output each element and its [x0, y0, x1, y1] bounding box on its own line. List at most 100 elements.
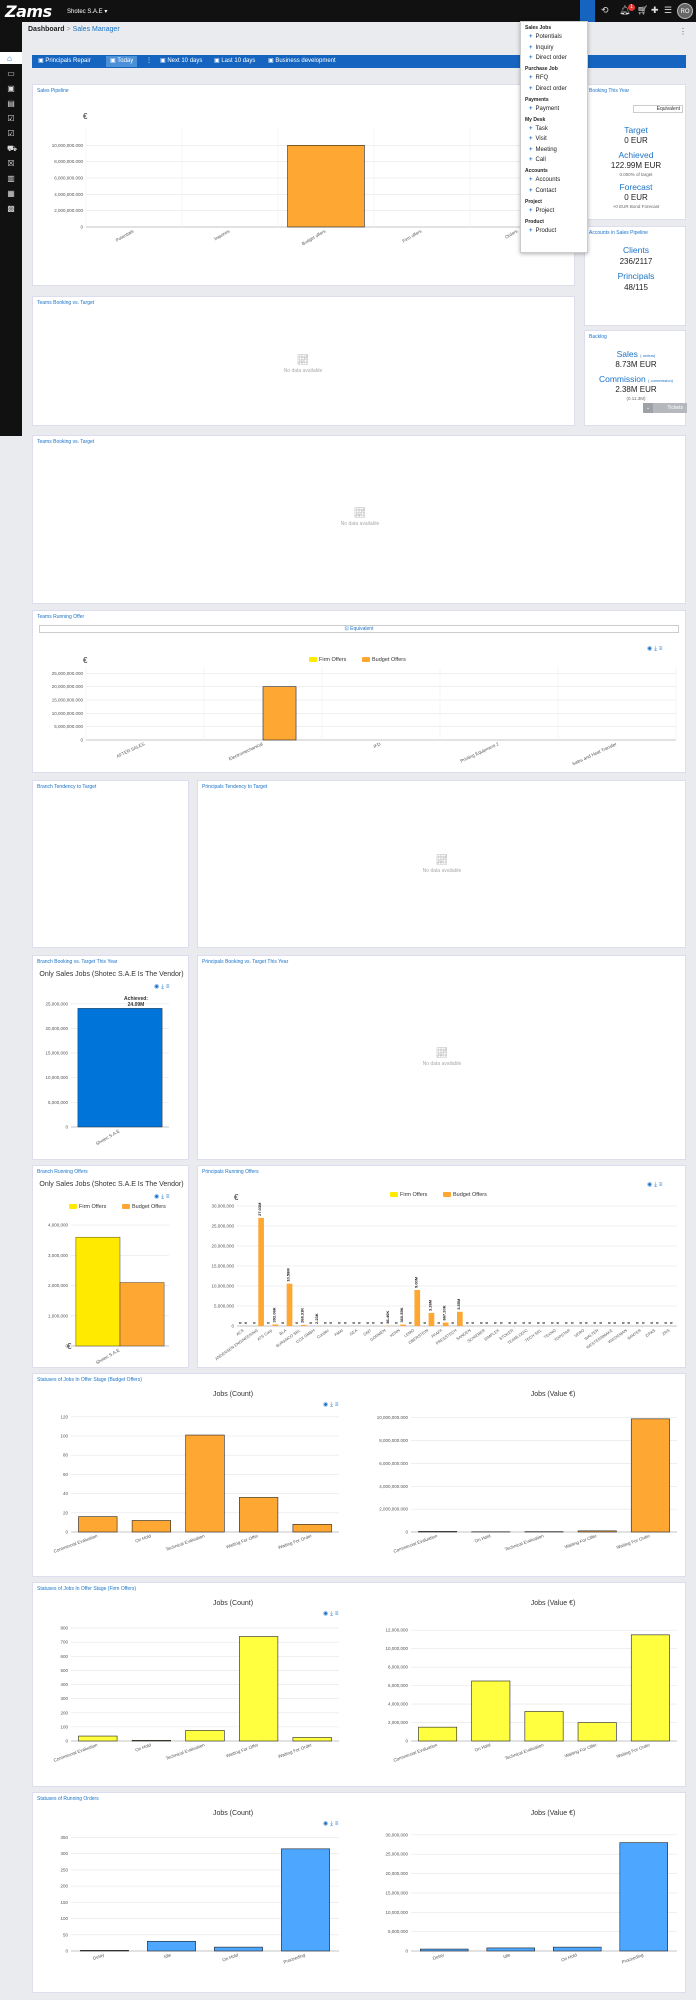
- data-label: 0: [342, 1321, 347, 1324]
- panel-title: Principals Booking vs. Target This Year: [202, 959, 289, 965]
- chart-toolbar: ◉⤓≡: [323, 1610, 340, 1618]
- sidebar-item-briefcase[interactable]: ▤: [7, 99, 15, 108]
- tab-business-development[interactable]: ▣ Business development: [268, 58, 336, 64]
- avatar[interactable]: RO: [677, 3, 693, 19]
- download-icon[interactable]: ⤓: [161, 1194, 166, 1200]
- settings-sliders-icon[interactable]: ☰: [664, 5, 673, 15]
- menu-icon[interactable]: ≡: [165, 984, 172, 990]
- eye-icon[interactable]: ◉: [647, 1182, 655, 1188]
- download-icon[interactable]: ⤓: [330, 1611, 335, 1617]
- breadcrumb-dashboard[interactable]: Dashboard: [28, 26, 65, 33]
- menu-item-contact[interactable]: Contact: [529, 188, 557, 194]
- sidebar-item-docs[interactable]: ▥: [7, 174, 15, 183]
- tickets-button[interactable]: ⌄ Tickets: [643, 403, 687, 413]
- menu-icon[interactable]: ≡: [658, 646, 665, 652]
- tools-icon[interactable]: ✚: [651, 5, 659, 15]
- data-label: 0: [243, 1321, 248, 1324]
- target-label: Target: [624, 125, 648, 135]
- download-icon[interactable]: ⤓: [161, 984, 166, 990]
- data-label: 0: [578, 1321, 583, 1324]
- more-options-icon[interactable]: ⋮: [679, 27, 687, 36]
- download-icon[interactable]: ⤓: [654, 1182, 659, 1188]
- menu-icon[interactable]: ≡: [165, 1194, 172, 1200]
- menu-item-direct-order[interactable]: Direct order: [529, 55, 567, 61]
- menu-item-product[interactable]: Product: [529, 228, 557, 234]
- data-label: 86.40K: [385, 1311, 390, 1324]
- sidebar-item-tasks[interactable]: ☑: [7, 114, 15, 123]
- document-icon: ▥: [7, 174, 15, 183]
- currency-select[interactable]: ⊡ Equivalent: [39, 625, 679, 633]
- x-tick-label: Orders: [504, 228, 519, 240]
- y-tick-label: 10,000,000.000: [52, 143, 84, 148]
- download-icon[interactable]: ⤓: [654, 646, 659, 652]
- bar: [75, 1236, 121, 1347]
- currency-select[interactable]: Equivalent: [633, 105, 683, 113]
- briefcase-icon: ▤: [7, 99, 15, 108]
- tab-more[interactable]: ⋮: [146, 58, 152, 64]
- menu-item-project[interactable]: Project: [529, 208, 555, 214]
- bar: [286, 1283, 293, 1326]
- y-tick-label: 6,000,000: [388, 1683, 409, 1688]
- menu-item-inquiry[interactable]: Inquiry: [529, 45, 554, 51]
- data-label: 0: [550, 1321, 555, 1324]
- menu-item-direct-order[interactable]: Direct order: [529, 86, 567, 92]
- bar: [577, 1722, 617, 1742]
- menu-item-potentials[interactable]: Potentials: [529, 34, 562, 40]
- y-tick-label: 3,000,000: [48, 1253, 69, 1258]
- tab-label: Principals Repair: [45, 58, 91, 64]
- sidebar-item-reports[interactable]: ▦: [7, 190, 15, 198]
- teams-running-chart: Firm Offers Budget Offers €0 5,000,000.000 1…: [52, 656, 677, 766]
- tab-last-10-days[interactable]: ▣ Last 10 days: [214, 58, 256, 64]
- sidebar-item-purchase[interactable]: ⛟: [7, 145, 17, 153]
- check-icon: ☑: [7, 114, 15, 123]
- chart-title: Jobs (Value €): [530, 1600, 576, 1607]
- home-icon: ⌂: [7, 54, 12, 63]
- eye-icon[interactable]: ◉: [154, 984, 162, 990]
- menu-item-payment[interactable]: Payment: [529, 106, 560, 112]
- eye-icon[interactable]: ◉: [323, 1611, 331, 1617]
- menu-item-visit[interactable]: Visit: [529, 136, 547, 142]
- quick-add-menu: Sales Jobs Potentials Inquiry Direct order P…: [520, 21, 588, 253]
- cart-icon[interactable]: 🛒︎: [637, 5, 649, 15]
- menu-icon[interactable]: ≡: [334, 1821, 341, 1827]
- eye-icon[interactable]: ◉: [323, 1402, 331, 1408]
- add-menu-button[interactable]: [580, 0, 595, 22]
- menu-icon[interactable]: ≡: [334, 1402, 341, 1408]
- data-label: 0: [635, 1321, 640, 1324]
- menu-item-rfq[interactable]: RFQ: [529, 75, 549, 81]
- y-tick-label: 8,000,000: [388, 1665, 409, 1670]
- menu-icon[interactable]: ≡: [658, 1182, 665, 1188]
- sidebar-item-monitor[interactable]: ▣: [7, 85, 15, 93]
- menu-item-call[interactable]: Call: [529, 157, 546, 163]
- data-label: 0: [294, 1321, 299, 1324]
- menu-item-meeting[interactable]: Meeting: [529, 147, 557, 153]
- sidebar-item-home[interactable]: ⌂: [0, 52, 22, 64]
- data-label: 0: [266, 1321, 271, 1324]
- sidebar-item-stock[interactable]: ☒: [7, 160, 15, 168]
- bell-icon[interactable]: 🔔︎: [619, 5, 631, 15]
- x-tick-label: Printing Equipment 2: [459, 741, 499, 763]
- download-icon[interactable]: ⤓: [330, 1402, 335, 1408]
- tab-principals-repair[interactable]: ▣ Principals Repair: [38, 58, 91, 64]
- branch-booking-chart: 0 5,000,000 10,000,000 15,000,000 20,000,000…: [45, 1001, 169, 1146]
- company-selector[interactable]: Shotec S.A.E ▾: [67, 9, 108, 15]
- principals-running-panel: Principals Running Offers ◉⤓≡ Firm Offer…: [197, 1165, 686, 1368]
- x-tick-label: Idle: [163, 1952, 172, 1959]
- y-tick-label: 4,000,000.000: [379, 1484, 408, 1489]
- tab-today[interactable]: ▣ Today: [106, 56, 138, 67]
- eye-icon[interactable]: ◉: [154, 1194, 162, 1200]
- app-logo[interactable]: Zams: [5, 2, 52, 21]
- sidebar-item-inbox[interactable]: ▭: [7, 70, 15, 78]
- sidebar-item-approvals[interactable]: ☑: [7, 130, 15, 138]
- menu-item-task[interactable]: Task: [529, 126, 548, 132]
- menu-icon[interactable]: ≡: [334, 1611, 341, 1617]
- y-tick-label: 30,000,000: [385, 1832, 408, 1837]
- menu-item-accounts[interactable]: Accounts: [529, 177, 561, 183]
- sidebar-item-apps[interactable]: ▩: [7, 205, 15, 213]
- x-tick-label: PFAFF: [430, 1327, 444, 1339]
- eye-icon[interactable]: ◉: [323, 1821, 331, 1827]
- history-icon[interactable]: ⟲: [601, 5, 609, 15]
- tab-next-10-days[interactable]: ▣ Next 10 days: [160, 58, 203, 64]
- eye-icon[interactable]: ◉: [647, 646, 655, 652]
- download-icon[interactable]: ⤓: [330, 1821, 335, 1827]
